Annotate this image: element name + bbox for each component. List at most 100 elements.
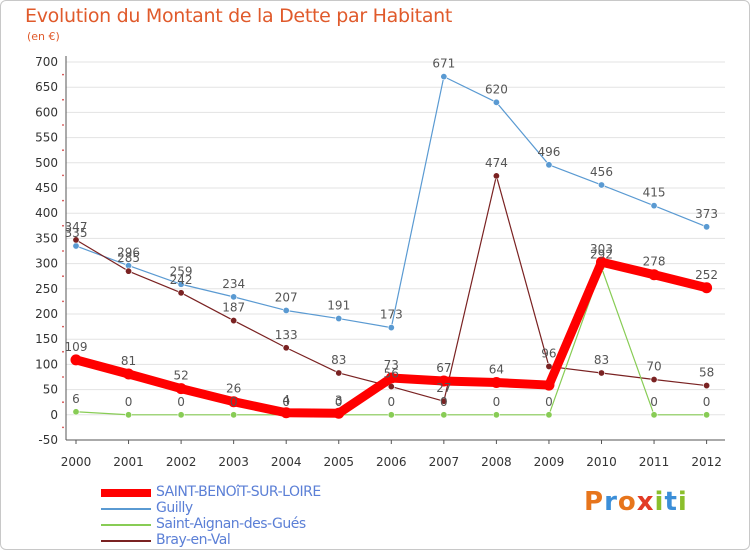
data-point: [490, 377, 502, 389]
value-label: 0: [177, 395, 185, 409]
data-point: [177, 411, 185, 419]
logo-letter: i: [654, 487, 665, 517]
data-point: [440, 411, 448, 419]
data-point: [597, 181, 605, 189]
y-minor-tick: [62, 250, 64, 252]
y-minor-tick: [62, 98, 64, 101]
y-tick-label: 450: [35, 181, 58, 195]
data-point: [703, 411, 711, 419]
data-point: [230, 411, 238, 419]
y-tick-label: 100: [35, 357, 58, 371]
y-tick-label: -50: [38, 433, 58, 447]
x-tick-label: 2007: [429, 455, 460, 469]
y-minor-tick: [62, 350, 64, 353]
data-point: [492, 98, 500, 106]
y-minor-tick: [62, 426, 64, 429]
value-label: 671: [432, 57, 455, 71]
data-point: [72, 408, 80, 416]
legend-item-guilly: Guilly: [101, 500, 401, 517]
y-minor-tick: [62, 174, 64, 177]
value-label: 415: [643, 186, 666, 200]
y-minor-tick: [62, 376, 64, 378]
value-label: 64: [489, 363, 504, 377]
value-label: 191: [327, 299, 350, 313]
value-label: 0: [282, 395, 290, 409]
y-minor-tick: [62, 224, 64, 227]
data-point: [650, 202, 658, 210]
series-layer: [70, 73, 713, 419]
data-point: [333, 407, 345, 419]
x-tick-label: 2004: [271, 455, 302, 469]
x-tick-label: 2006: [376, 455, 407, 469]
legend-label: Bray-en-Val: [156, 532, 231, 548]
x-tick-label: 2003: [218, 455, 249, 469]
data-point: [545, 411, 553, 419]
data-point: [701, 282, 713, 294]
data-point: [438, 375, 450, 387]
y-tick-label: 200: [35, 307, 58, 321]
value-label: 0: [440, 395, 448, 409]
value-label: 303: [590, 242, 613, 256]
value-label: 27: [436, 381, 451, 395]
logo-letter: P: [584, 487, 605, 517]
legend-swatch: [101, 489, 151, 497]
value-label: 347: [65, 220, 88, 234]
data-point: [387, 324, 395, 332]
data-point: [387, 411, 395, 419]
value-label: 67: [436, 361, 451, 375]
value-label: 83: [331, 353, 346, 367]
legend-swatch: [101, 524, 151, 526]
value-label: 207: [275, 290, 298, 304]
y-minor-tick: [62, 401, 64, 404]
legend-label: Guilly: [156, 500, 193, 516]
value-label: 259: [170, 264, 193, 278]
value-label: 187: [222, 301, 245, 315]
series-line-1: [75, 76, 708, 329]
y-tick-label: 350: [35, 231, 58, 245]
value-label: 4: [282, 393, 290, 407]
y-minor-tick: [62, 199, 64, 202]
value-label: 3: [335, 393, 343, 407]
data-point: [282, 344, 290, 352]
value-label: 83: [594, 353, 609, 367]
chart-subtitle: (en €): [27, 30, 60, 43]
value-label: 296: [117, 246, 140, 260]
value-label: 0: [545, 395, 553, 409]
data-point: [650, 376, 658, 384]
value-label: 0: [703, 395, 711, 409]
data-point: [335, 315, 343, 323]
value-label: 456: [590, 165, 613, 179]
y-minor-tick: [62, 300, 64, 303]
value-label: 109: [65, 340, 88, 354]
y-tick-label: 650: [35, 80, 58, 94]
value-label: 58: [699, 366, 714, 380]
x-tick-label: 2010: [586, 455, 617, 469]
data-point: [650, 411, 658, 419]
data-point: [230, 317, 238, 325]
value-label: 0: [230, 395, 238, 409]
value-label: 242: [170, 273, 193, 287]
logo-letter: r: [604, 487, 618, 517]
data-point: [280, 407, 292, 419]
data-point: [597, 369, 605, 377]
legend-label: SAINT-BENOîT-SUR-LOIRE: [156, 484, 321, 500]
data-point: [177, 280, 185, 288]
value-label: 0: [493, 395, 501, 409]
y-minor-tick: [62, 73, 64, 76]
x-tick-label: 2008: [481, 455, 512, 469]
y-tick-label: 150: [35, 332, 58, 346]
value-label: 73: [384, 358, 399, 372]
proxiti-logo: Proxiti: [584, 487, 688, 517]
x-tick-label: 2011: [639, 455, 670, 469]
value-label: 292: [590, 248, 613, 262]
value-label: 620: [485, 82, 508, 96]
value-label: 373: [695, 207, 718, 221]
y-tick-label: 0: [50, 408, 58, 422]
data-point: [703, 223, 711, 231]
x-tick-label: 2002: [166, 455, 197, 469]
data-point: [648, 269, 660, 281]
value-label: 96: [541, 346, 556, 360]
